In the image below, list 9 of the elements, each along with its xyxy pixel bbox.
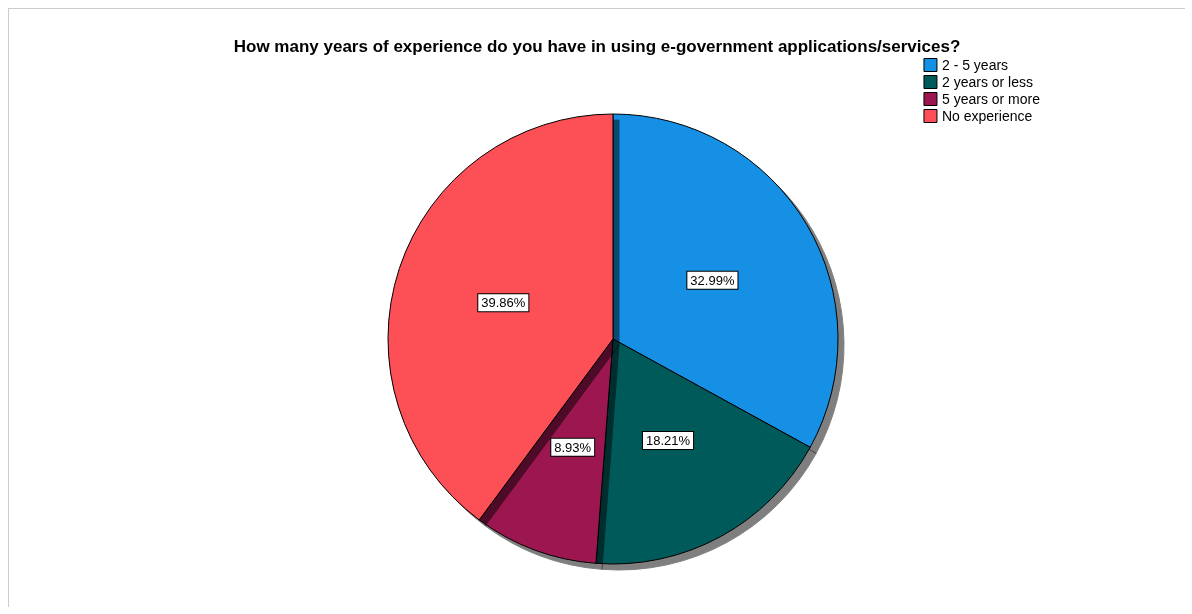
legend-label: 2 - 5 years <box>941 57 1009 73</box>
data-label: 8.93% <box>554 439 592 455</box>
legend-label: No experience <box>941 108 1033 124</box>
data-label: 32.99% <box>690 272 735 288</box>
data-label: 18.21% <box>645 433 691 449</box>
legend-label: 5 years or more <box>941 91 1041 107</box>
chart-title: How many years of experience do you have in using e-government applications/services? <box>233 37 961 56</box>
data-label: 39.86% <box>481 295 526 311</box>
legend-label: 2 years or less <box>941 74 1034 90</box>
